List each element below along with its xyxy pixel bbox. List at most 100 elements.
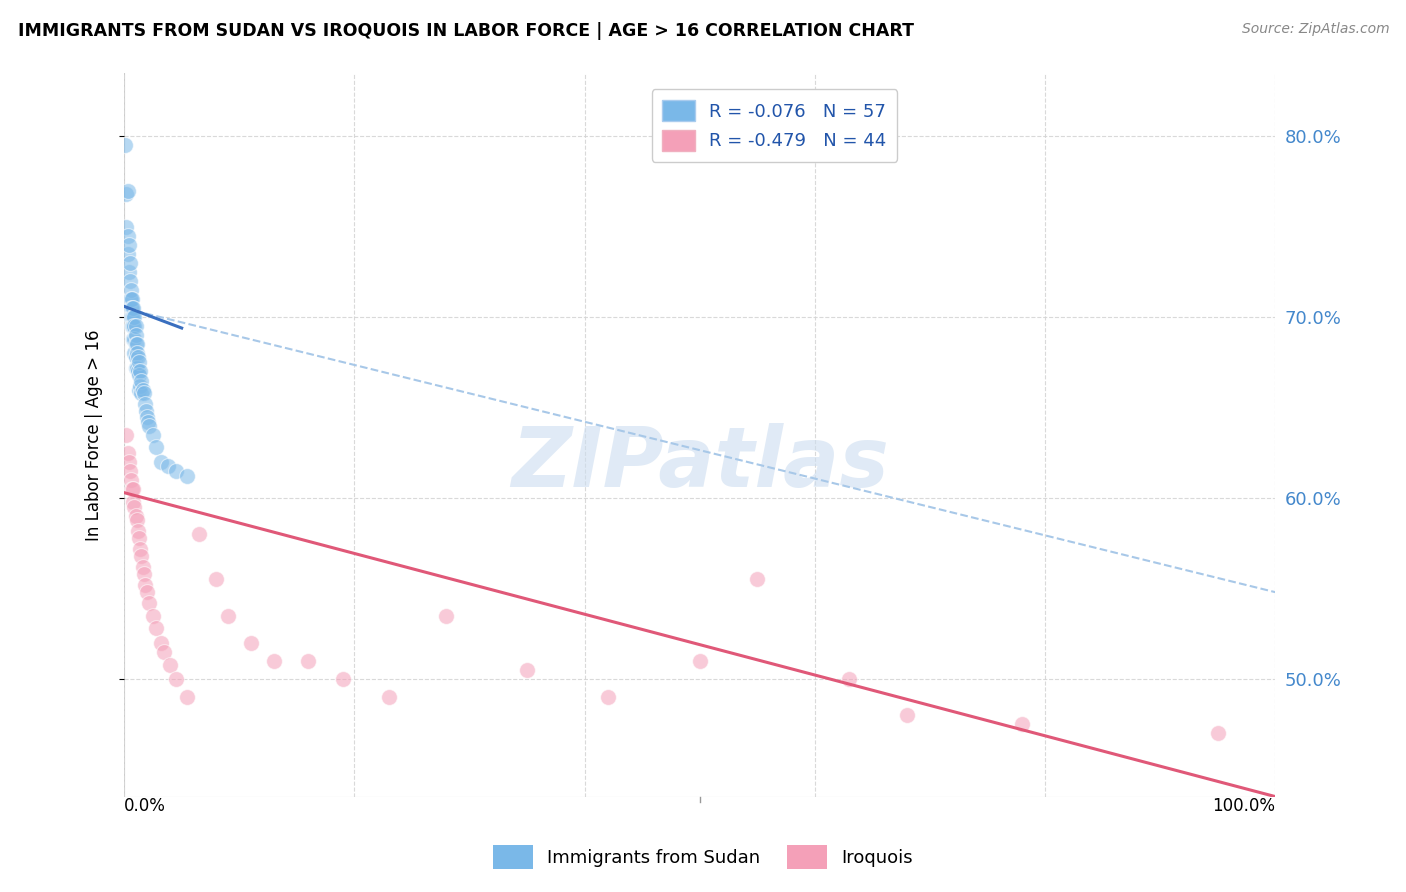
Point bbox=[176, 469, 198, 483]
Point bbox=[142, 608, 165, 623]
Point bbox=[1206, 726, 1229, 740]
Point bbox=[142, 427, 165, 442]
Point bbox=[117, 446, 139, 460]
Point bbox=[129, 379, 152, 393]
Text: ZIPatlas: ZIPatlas bbox=[510, 423, 889, 504]
Point bbox=[127, 524, 149, 538]
Point bbox=[135, 404, 157, 418]
Point bbox=[136, 415, 159, 429]
Point bbox=[125, 360, 148, 375]
Point bbox=[125, 346, 148, 360]
Point bbox=[896, 708, 918, 723]
Point bbox=[124, 337, 146, 351]
Point bbox=[263, 654, 285, 668]
Point bbox=[131, 386, 153, 401]
Point bbox=[297, 654, 319, 668]
Point bbox=[132, 386, 155, 401]
Point bbox=[122, 332, 145, 346]
Point bbox=[121, 292, 143, 306]
Point bbox=[121, 319, 143, 334]
Text: Source: ZipAtlas.com: Source: ZipAtlas.com bbox=[1241, 22, 1389, 37]
Point bbox=[117, 247, 139, 261]
Point bbox=[131, 549, 153, 563]
Point bbox=[120, 301, 142, 315]
Point bbox=[159, 657, 181, 672]
Point bbox=[124, 346, 146, 360]
Point bbox=[120, 310, 142, 325]
Point bbox=[145, 441, 167, 455]
Legend: R = -0.076   N = 57, R = -0.479   N = 44: R = -0.076 N = 57, R = -0.479 N = 44 bbox=[651, 89, 897, 161]
Point bbox=[138, 596, 160, 610]
Point bbox=[156, 458, 179, 473]
Point bbox=[120, 473, 142, 487]
Point bbox=[128, 368, 150, 382]
Point bbox=[332, 672, 354, 686]
Point bbox=[149, 636, 172, 650]
Point bbox=[118, 274, 141, 288]
Point bbox=[121, 482, 143, 496]
Point bbox=[121, 310, 143, 325]
Point bbox=[378, 690, 401, 704]
Point bbox=[747, 573, 769, 587]
Point bbox=[120, 292, 142, 306]
Point bbox=[125, 337, 148, 351]
Point bbox=[117, 184, 139, 198]
Point bbox=[120, 283, 142, 297]
Point bbox=[132, 567, 155, 582]
Point bbox=[127, 350, 149, 364]
Point bbox=[115, 219, 138, 234]
Text: 100.0%: 100.0% bbox=[1212, 797, 1275, 814]
Point bbox=[128, 531, 150, 545]
Point bbox=[205, 573, 228, 587]
Point bbox=[153, 645, 176, 659]
Point bbox=[124, 500, 146, 515]
Point bbox=[131, 559, 153, 574]
Point bbox=[124, 319, 146, 334]
Point bbox=[124, 328, 146, 343]
Point bbox=[122, 482, 145, 496]
Point bbox=[128, 355, 150, 369]
Point bbox=[136, 409, 159, 424]
Point bbox=[149, 455, 172, 469]
Point bbox=[122, 301, 145, 315]
Point bbox=[134, 578, 156, 592]
Point bbox=[176, 690, 198, 704]
Point bbox=[131, 383, 153, 397]
Point bbox=[115, 187, 138, 202]
Point bbox=[121, 301, 143, 315]
Point bbox=[117, 228, 139, 243]
Point bbox=[134, 397, 156, 411]
Point bbox=[118, 265, 141, 279]
Point bbox=[239, 636, 262, 650]
Point bbox=[122, 310, 145, 325]
Y-axis label: In Labor Force | Age > 16: In Labor Force | Age > 16 bbox=[86, 329, 103, 541]
Point bbox=[596, 690, 619, 704]
Point bbox=[838, 672, 860, 686]
Legend: Immigrants from Sudan, Iroquois: Immigrants from Sudan, Iroquois bbox=[485, 838, 921, 876]
Point bbox=[114, 138, 136, 153]
Point bbox=[125, 513, 148, 527]
Point bbox=[124, 319, 146, 334]
Point bbox=[124, 509, 146, 524]
Text: 0.0%: 0.0% bbox=[124, 797, 166, 814]
Point bbox=[1011, 717, 1033, 731]
Point bbox=[165, 464, 187, 478]
Point bbox=[124, 310, 146, 325]
Point bbox=[118, 464, 141, 478]
Point bbox=[138, 418, 160, 433]
Point bbox=[122, 319, 145, 334]
Point bbox=[118, 292, 141, 306]
Point bbox=[131, 374, 153, 388]
Point bbox=[122, 494, 145, 508]
Point bbox=[689, 654, 711, 668]
Point bbox=[136, 585, 159, 599]
Point bbox=[127, 364, 149, 378]
Point bbox=[145, 621, 167, 635]
Point bbox=[124, 332, 146, 346]
Point bbox=[118, 237, 141, 252]
Point bbox=[436, 608, 458, 623]
Point bbox=[188, 527, 211, 541]
Point bbox=[129, 364, 152, 378]
Text: IMMIGRANTS FROM SUDAN VS IROQUOIS IN LABOR FORCE | AGE > 16 CORRELATION CHART: IMMIGRANTS FROM SUDAN VS IROQUOIS IN LAB… bbox=[18, 22, 914, 40]
Point bbox=[118, 455, 141, 469]
